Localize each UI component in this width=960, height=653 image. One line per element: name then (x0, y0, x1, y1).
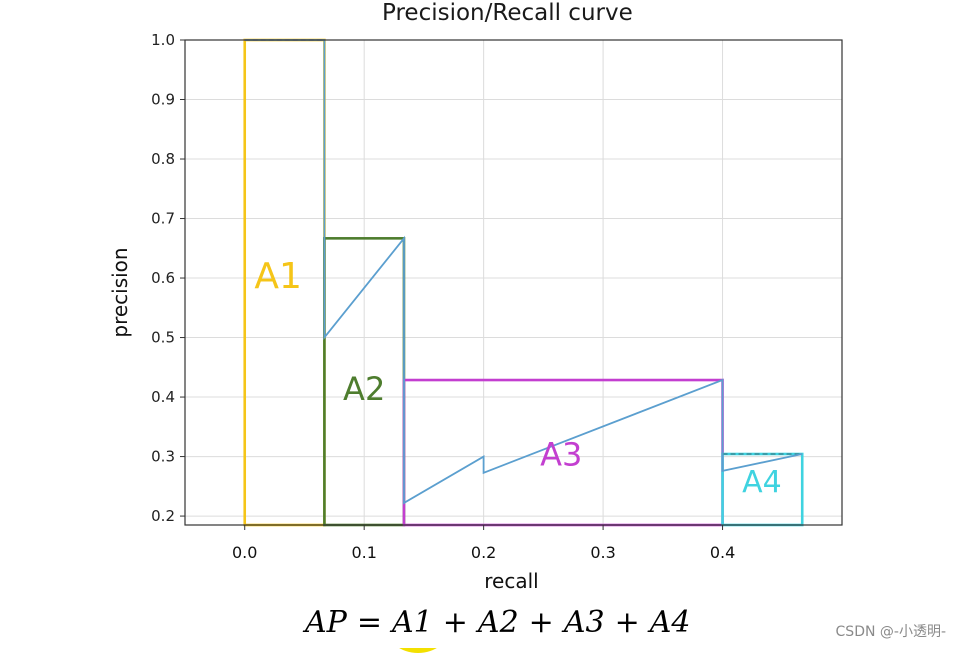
plot-frame (184, 39, 843, 526)
xtick-label-2: 0.2 (471, 543, 496, 562)
ytick-label-7: 0.9 (151, 91, 175, 109)
chart-title: Precision/Recall curve (382, 0, 633, 26)
formula-term-a4: A4 (649, 605, 691, 640)
formula-plus-2: + (528, 605, 554, 640)
region-label-a1: A1 (254, 256, 302, 297)
ytick-label-1: 0.3 (151, 448, 175, 466)
ytick-label-3: 0.5 (151, 329, 175, 347)
region-label-a3: A3 (540, 436, 582, 474)
formula-plus-3: + (614, 605, 640, 640)
ytick-label-4: 0.6 (151, 269, 175, 287)
x-axis-label: recall (484, 569, 538, 593)
ytick-label-6: 0.8 (151, 150, 175, 168)
ap-formula: AP = A1 + A2 + A3 + A4 (305, 605, 690, 640)
formula-term-a2: A2 (477, 605, 519, 640)
xtick-label-0: 0.0 (232, 543, 257, 562)
xtick-label-1: 0.1 (351, 543, 376, 562)
region-label-a2: A2 (343, 370, 385, 408)
formula-term-a3: A3 (563, 605, 605, 640)
csdn-watermark: CSDN @-小透明- (835, 624, 946, 640)
formula-term-a1: A1 (392, 605, 433, 640)
formula-ap: AP (305, 605, 347, 640)
ytick-label-2: 0.4 (151, 388, 175, 406)
y-axis-label: precision (108, 247, 132, 337)
xtick-label-4: 0.4 (710, 543, 735, 562)
plot-background (185, 40, 842, 525)
ytick-label-5: 0.7 (151, 210, 175, 228)
formula-plus-1: + (442, 605, 468, 640)
xtick-label-3: 0.3 (590, 543, 615, 562)
ytick-label-0: 0.2 (151, 507, 175, 525)
region-label-a4: A4 (742, 465, 782, 500)
ytick-label-8: 1.0 (151, 31, 175, 49)
pr-curve-line (244, 39, 803, 505)
formula-equals: = (356, 605, 382, 640)
